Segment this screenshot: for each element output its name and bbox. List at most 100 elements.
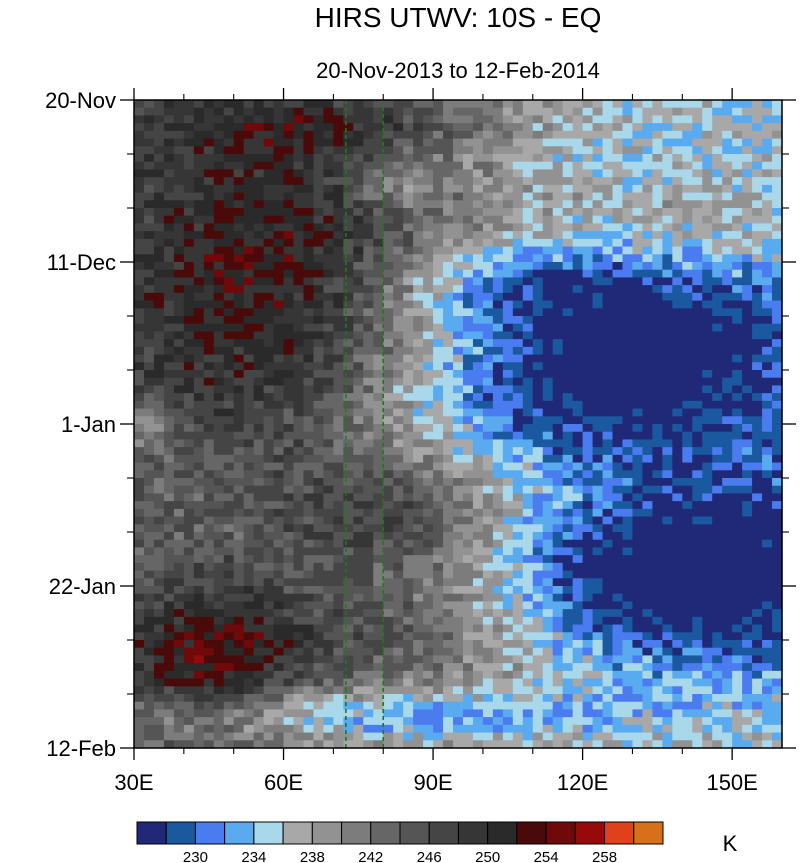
heatmap-cell (712, 377, 723, 387)
heatmap-cell (692, 616, 703, 626)
heatmap-cell (612, 262, 624, 271)
heatmap-cell (433, 146, 444, 155)
heatmap-cell (423, 316, 434, 325)
heatmap-cell (572, 262, 584, 271)
heatmap-cell (622, 123, 634, 132)
heatmap-cell (702, 130, 713, 140)
heatmap-cell (233, 292, 245, 302)
heatmap-cell (153, 647, 165, 657)
heatmap-cell (163, 632, 175, 641)
heatmap-cell (482, 678, 494, 687)
heatmap-cell (672, 146, 683, 155)
heatmap-cell (193, 524, 205, 533)
heatmap-cell (502, 362, 514, 371)
heatmap-cell (632, 647, 644, 657)
heatmap-cell (602, 231, 614, 240)
heatmap-cell (772, 570, 783, 579)
heatmap-cell (632, 346, 644, 356)
heatmap-cell (163, 408, 175, 417)
heatmap-cell (752, 331, 763, 340)
heatmap-cell (243, 292, 255, 302)
heatmap-cell (333, 562, 344, 572)
heatmap-cell (134, 200, 145, 209)
heatmap-cell (233, 670, 245, 680)
heatmap-cell (692, 223, 703, 232)
heatmap-cell (193, 454, 205, 464)
heatmap-cell (303, 616, 315, 626)
heatmap-cell (243, 439, 255, 448)
heatmap-cell (672, 362, 683, 371)
heatmap-cell (233, 346, 245, 356)
heatmap-cell (642, 609, 653, 618)
heatmap-cell (522, 161, 534, 171)
heatmap-cell (203, 123, 215, 132)
heatmap-cell (562, 246, 574, 255)
heatmap-cell (333, 192, 344, 201)
heatmap-cell (702, 177, 713, 186)
heatmap-cell (692, 670, 703, 680)
heatmap-cell (642, 208, 653, 217)
heatmap-cell (433, 416, 444, 425)
heatmap-cell (632, 161, 644, 171)
heatmap-cell (692, 601, 703, 610)
heatmap-cell (742, 161, 753, 171)
heatmap-cell (622, 578, 634, 587)
heatmap-cell (373, 624, 384, 633)
heatmap-cell (492, 346, 504, 356)
heatmap-cell (602, 632, 614, 641)
heatmap-cell (482, 316, 494, 325)
heatmap-cell (592, 223, 604, 232)
heatmap-cell (752, 547, 763, 556)
heatmap-cell (183, 508, 195, 518)
heatmap-cell (512, 277, 524, 286)
heatmap-cell (542, 555, 554, 564)
heatmap-cell (343, 516, 354, 525)
heatmap-cell (343, 593, 354, 603)
heatmap-cell (203, 223, 215, 232)
heatmap-cell (582, 508, 594, 518)
heatmap-cell (373, 539, 384, 549)
heatmap-cell (293, 300, 305, 309)
heatmap-cell (742, 393, 753, 402)
heatmap-cell (303, 478, 315, 487)
heatmap-cell (223, 123, 235, 132)
heatmap-cell (233, 586, 245, 595)
heatmap-cell (143, 640, 155, 649)
heatmap-cell (183, 154, 195, 163)
heatmap-cell (772, 516, 783, 525)
heatmap-cell (462, 370, 474, 379)
heatmap-cell (413, 362, 424, 371)
heatmap-cell (772, 246, 783, 255)
heatmap-cell (383, 501, 394, 510)
heatmap-cell (373, 130, 384, 140)
heatmap-cell (702, 663, 713, 672)
heatmap-cell (134, 177, 145, 186)
heatmap-cell (393, 223, 404, 232)
heatmap-cell (632, 562, 644, 572)
heatmap-cell (253, 609, 265, 618)
heatmap-cell (772, 200, 783, 209)
heatmap-cell (233, 184, 245, 194)
heatmap-cell (403, 323, 414, 333)
heatmap-cell (303, 547, 315, 556)
heatmap-cell (153, 192, 165, 201)
heatmap-cell (283, 424, 295, 433)
heatmap-cell (443, 686, 454, 695)
heatmap-cell (492, 570, 504, 579)
heatmap-cell (472, 678, 484, 687)
heatmap-cell (492, 408, 504, 417)
heatmap-cell (413, 377, 424, 387)
heatmap-cell (233, 663, 245, 672)
heatmap-cell (752, 370, 763, 379)
heatmap-cell (642, 447, 653, 456)
heatmap-cell (153, 354, 165, 363)
heatmap-cell (582, 609, 594, 618)
heatmap-cell (762, 161, 773, 171)
heatmap-cell (203, 640, 215, 649)
heatmap-cell (632, 184, 644, 194)
heatmap-cell (183, 624, 195, 633)
heatmap-cell (662, 593, 673, 603)
heatmap-cell (303, 447, 315, 456)
heatmap-cell (752, 385, 763, 394)
heatmap-cell (682, 408, 693, 417)
